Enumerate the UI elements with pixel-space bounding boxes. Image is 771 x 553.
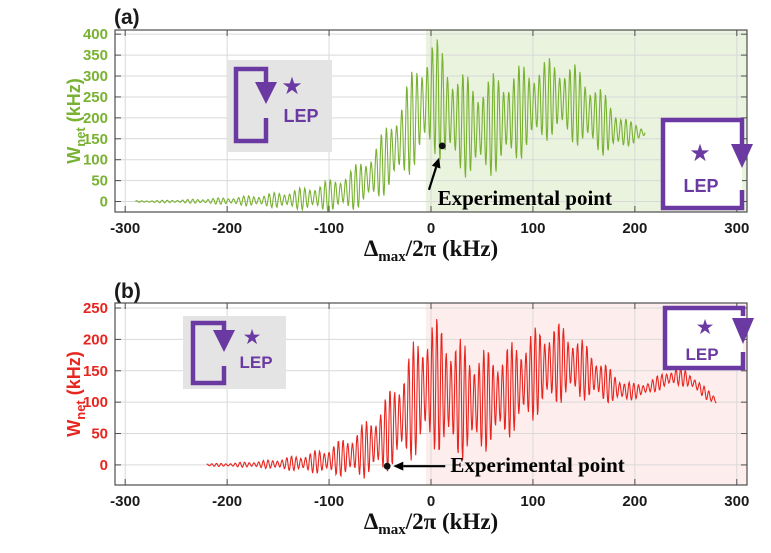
y-tick-label: 100 [83, 152, 108, 169]
experimental-point-label: Experimental point [438, 186, 612, 210]
inset-panel [228, 60, 332, 152]
x-tick-label: -300 [110, 220, 140, 237]
inset-panel [183, 316, 286, 389]
x-tick-label: 0 [427, 493, 435, 510]
y-tick-label: 350 [83, 47, 108, 64]
wnet-curve-a [135, 39, 646, 212]
lep-inset-gray-b: ★ LEP [183, 316, 286, 389]
x-axis-title-b: Δmax/2π (kHz) [364, 509, 498, 538]
lep-inset-box-b: ★ LEP [662, 305, 754, 371]
x-tick-label: 100 [520, 493, 545, 510]
x-tick-label: -300 [110, 493, 140, 510]
experimental-point-dot [383, 462, 391, 470]
annotation-arrowhead-icon [393, 461, 404, 471]
panel-a: -300 -200 -100 0 100 200 300 0 50 100 150 200 250 30… [64, 6, 753, 265]
y-tick-label: 50 [91, 426, 108, 443]
x-tick-labels-a: -300 -200 -100 0 100 200 300 [110, 220, 749, 237]
y-axis-title-b: Wnet (kHz) [64, 351, 88, 437]
arrow-down-icon [731, 144, 753, 168]
lep-label: LEP [683, 176, 718, 196]
x-axis-title-a: Δmax/2π (kHz) [364, 236, 498, 265]
x-tick-label: 200 [622, 493, 647, 510]
panel-b: -300 -200 -100 0 100 200 300 0 50 100 150 200 250 ★… [64, 280, 754, 538]
x-tick-label: -200 [212, 493, 242, 510]
x-tick-label: 300 [724, 220, 749, 237]
y-tick-label: 100 [83, 394, 108, 411]
y-tick-label: 250 [83, 89, 108, 106]
y-tick-label: 300 [83, 68, 108, 85]
annotation-arrowhead-icon [431, 157, 441, 169]
star-icon: ★ [689, 139, 711, 167]
x-tick-label: 300 [724, 493, 749, 510]
x-tick-label: 200 [622, 220, 647, 237]
y-tick-label: 200 [83, 331, 108, 348]
y-tick-label: 0 [100, 457, 108, 474]
lep-label: LEP [685, 345, 718, 364]
x-tick-label: -200 [212, 220, 242, 237]
panel-a-letter: (a) [114, 6, 140, 29]
arrow-down-icon [732, 318, 754, 344]
loop-icon [660, 117, 745, 211]
x-tick-label: -100 [314, 220, 344, 237]
experimental-point-dot [438, 142, 446, 150]
y-tick-label: 0 [100, 194, 108, 211]
panel-b-letter: (b) [114, 280, 141, 303]
inset-panel [665, 308, 743, 368]
arrow-down-icon [213, 330, 235, 352]
y-axis-title-a: Wnet (kHz) [64, 78, 88, 164]
y-tick-label: 250 [83, 300, 108, 317]
lep-inset-gray-a: ★ LEP [228, 60, 332, 152]
x-tick-label: 100 [520, 220, 545, 237]
experimental-point-label: Experimental point [450, 453, 624, 477]
y-tick-label: 150 [83, 131, 108, 148]
star-icon: ★ [281, 72, 303, 100]
arrow-down-icon [255, 82, 277, 104]
y-tick-label: 400 [83, 26, 108, 43]
x-tick-labels-b: -300 -200 -100 0 100 200 300 [110, 493, 749, 510]
star-icon: ★ [243, 325, 262, 349]
annotation-arrow [427, 166, 438, 191]
y-tick-label: 150 [83, 363, 108, 380]
experimental-point-annotation-a: Experimental point [427, 142, 612, 210]
inset-panel [663, 120, 742, 208]
loop-icon [190, 320, 227, 386]
lep-label: LEP [283, 106, 318, 126]
y-tick-label: 50 [91, 173, 108, 190]
experimental-point-annotation-b: Experimental point [383, 453, 625, 477]
x-tick-label: 0 [427, 220, 435, 237]
x-tick-label: -100 [314, 493, 344, 510]
y-tick-labels-a: 0 50 100 150 200 250 300 350 400 [83, 26, 108, 210]
lep-inset-box-a: ★ LEP [660, 117, 753, 211]
wnet-curve-b [206, 319, 717, 479]
star-icon: ★ [696, 315, 715, 339]
loop-icon [662, 305, 746, 371]
loop-icon [233, 66, 269, 144]
y-tick-labels-b: 0 50 100 150 200 250 [83, 300, 108, 474]
y-tick-label: 200 [83, 110, 108, 127]
lep-label: LEP [239, 353, 272, 372]
